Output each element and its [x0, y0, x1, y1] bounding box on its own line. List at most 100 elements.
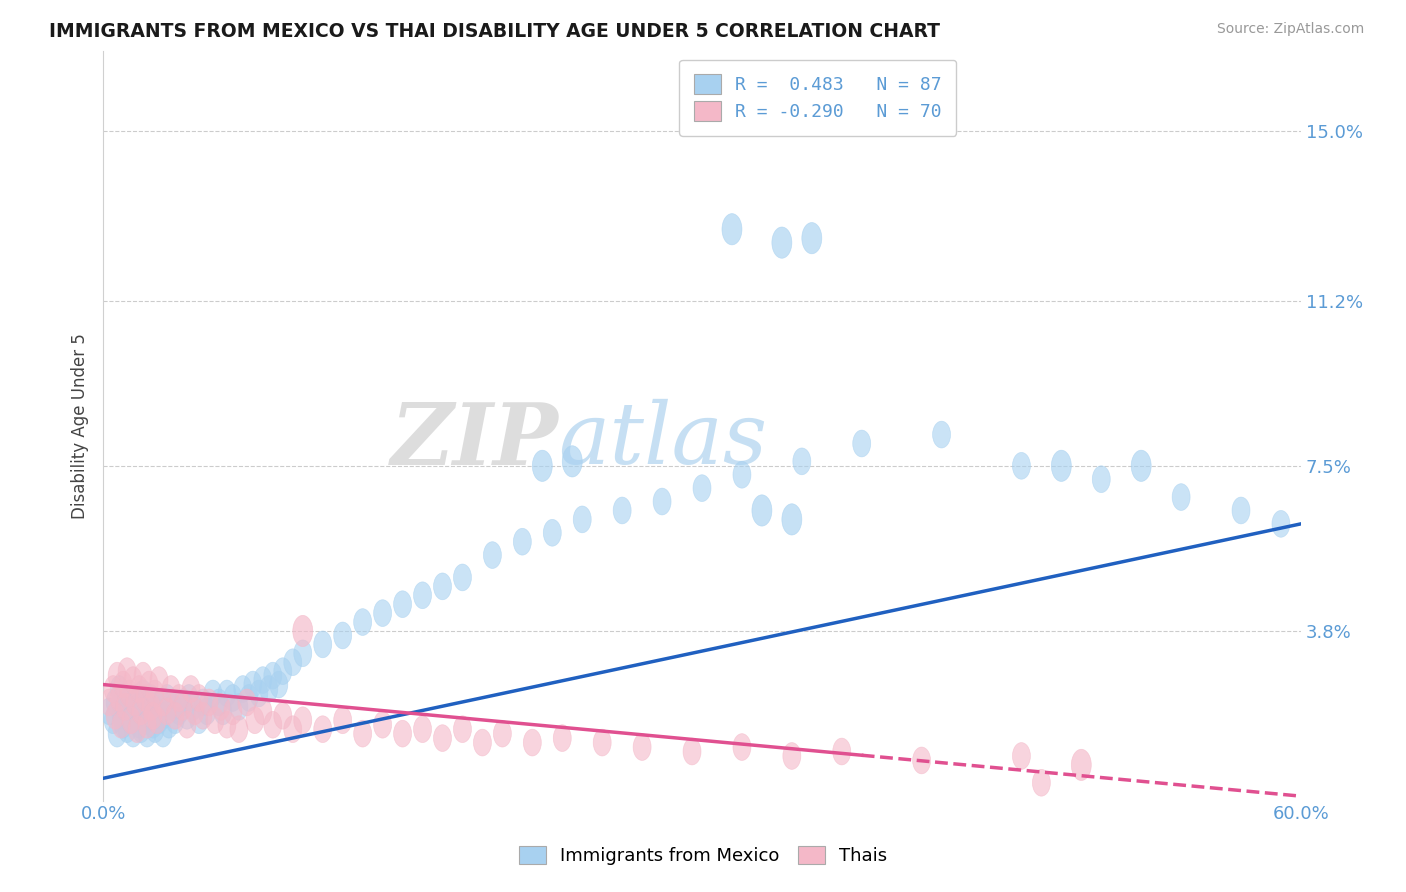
Ellipse shape — [120, 680, 138, 706]
Ellipse shape — [132, 715, 150, 742]
Ellipse shape — [100, 689, 118, 715]
Ellipse shape — [554, 724, 571, 752]
Ellipse shape — [593, 729, 612, 756]
Ellipse shape — [114, 684, 132, 711]
Ellipse shape — [181, 675, 200, 702]
Ellipse shape — [413, 582, 432, 608]
Ellipse shape — [274, 702, 292, 729]
Ellipse shape — [174, 689, 193, 715]
Ellipse shape — [852, 430, 870, 457]
Ellipse shape — [394, 720, 412, 747]
Ellipse shape — [146, 680, 165, 706]
Ellipse shape — [912, 747, 931, 774]
Ellipse shape — [523, 729, 541, 756]
Ellipse shape — [793, 448, 811, 475]
Ellipse shape — [1173, 483, 1189, 510]
Ellipse shape — [474, 729, 492, 756]
Ellipse shape — [574, 506, 591, 533]
Ellipse shape — [204, 680, 222, 706]
Ellipse shape — [148, 706, 166, 733]
Ellipse shape — [190, 706, 208, 733]
Ellipse shape — [122, 706, 141, 733]
Ellipse shape — [143, 693, 162, 720]
Ellipse shape — [131, 675, 148, 702]
Ellipse shape — [214, 698, 232, 724]
Ellipse shape — [224, 684, 242, 711]
Ellipse shape — [118, 715, 136, 742]
Ellipse shape — [194, 689, 212, 715]
Ellipse shape — [105, 702, 124, 729]
Ellipse shape — [314, 631, 332, 657]
Ellipse shape — [124, 666, 142, 693]
Ellipse shape — [484, 541, 502, 568]
Ellipse shape — [394, 591, 412, 617]
Ellipse shape — [333, 622, 352, 648]
Ellipse shape — [733, 461, 751, 488]
Ellipse shape — [141, 671, 157, 698]
Ellipse shape — [1092, 466, 1111, 492]
Text: atlas: atlas — [558, 400, 768, 482]
Ellipse shape — [118, 657, 136, 684]
Ellipse shape — [733, 733, 751, 761]
Ellipse shape — [254, 666, 271, 693]
Ellipse shape — [143, 702, 162, 729]
Ellipse shape — [693, 475, 711, 501]
Ellipse shape — [562, 446, 582, 477]
Ellipse shape — [100, 698, 118, 724]
Ellipse shape — [1232, 497, 1250, 524]
Ellipse shape — [433, 724, 451, 752]
Ellipse shape — [209, 689, 228, 715]
Ellipse shape — [284, 648, 302, 675]
Ellipse shape — [721, 213, 742, 245]
Ellipse shape — [205, 706, 224, 733]
Ellipse shape — [162, 675, 180, 702]
Ellipse shape — [752, 495, 772, 526]
Text: ZIP: ZIP — [391, 399, 558, 483]
Ellipse shape — [155, 689, 172, 715]
Ellipse shape — [194, 702, 212, 729]
Ellipse shape — [533, 450, 553, 482]
Ellipse shape — [120, 693, 138, 720]
Ellipse shape — [374, 599, 392, 626]
Ellipse shape — [186, 698, 204, 724]
Ellipse shape — [122, 706, 141, 733]
Ellipse shape — [136, 706, 155, 733]
Ellipse shape — [783, 742, 801, 770]
Ellipse shape — [150, 706, 167, 733]
Ellipse shape — [513, 528, 531, 555]
Ellipse shape — [224, 698, 242, 724]
Ellipse shape — [112, 711, 131, 738]
Ellipse shape — [243, 671, 262, 698]
Ellipse shape — [131, 711, 148, 738]
Ellipse shape — [264, 711, 281, 738]
Ellipse shape — [170, 698, 188, 724]
Legend: R =  0.483   N = 87, R = -0.290   N = 70: R = 0.483 N = 87, R = -0.290 N = 70 — [679, 60, 956, 136]
Ellipse shape — [354, 720, 371, 747]
Ellipse shape — [292, 615, 312, 647]
Ellipse shape — [832, 738, 851, 765]
Ellipse shape — [174, 693, 193, 720]
Ellipse shape — [142, 693, 160, 720]
Ellipse shape — [166, 706, 184, 733]
Legend: Immigrants from Mexico, Thais: Immigrants from Mexico, Thais — [509, 837, 897, 874]
Ellipse shape — [801, 222, 821, 254]
Ellipse shape — [104, 706, 122, 733]
Ellipse shape — [932, 421, 950, 448]
Ellipse shape — [1012, 742, 1031, 770]
Ellipse shape — [128, 715, 146, 742]
Ellipse shape — [108, 720, 127, 747]
Ellipse shape — [142, 684, 160, 711]
Ellipse shape — [131, 693, 148, 720]
Y-axis label: Disability Age Under 5: Disability Age Under 5 — [72, 333, 89, 518]
Ellipse shape — [138, 711, 156, 738]
Ellipse shape — [654, 488, 671, 515]
Ellipse shape — [134, 662, 152, 689]
Ellipse shape — [152, 689, 170, 715]
Ellipse shape — [160, 711, 179, 738]
Ellipse shape — [114, 711, 132, 738]
Ellipse shape — [314, 715, 332, 742]
Ellipse shape — [333, 706, 352, 733]
Ellipse shape — [180, 684, 198, 711]
Ellipse shape — [294, 640, 312, 666]
Ellipse shape — [454, 564, 471, 591]
